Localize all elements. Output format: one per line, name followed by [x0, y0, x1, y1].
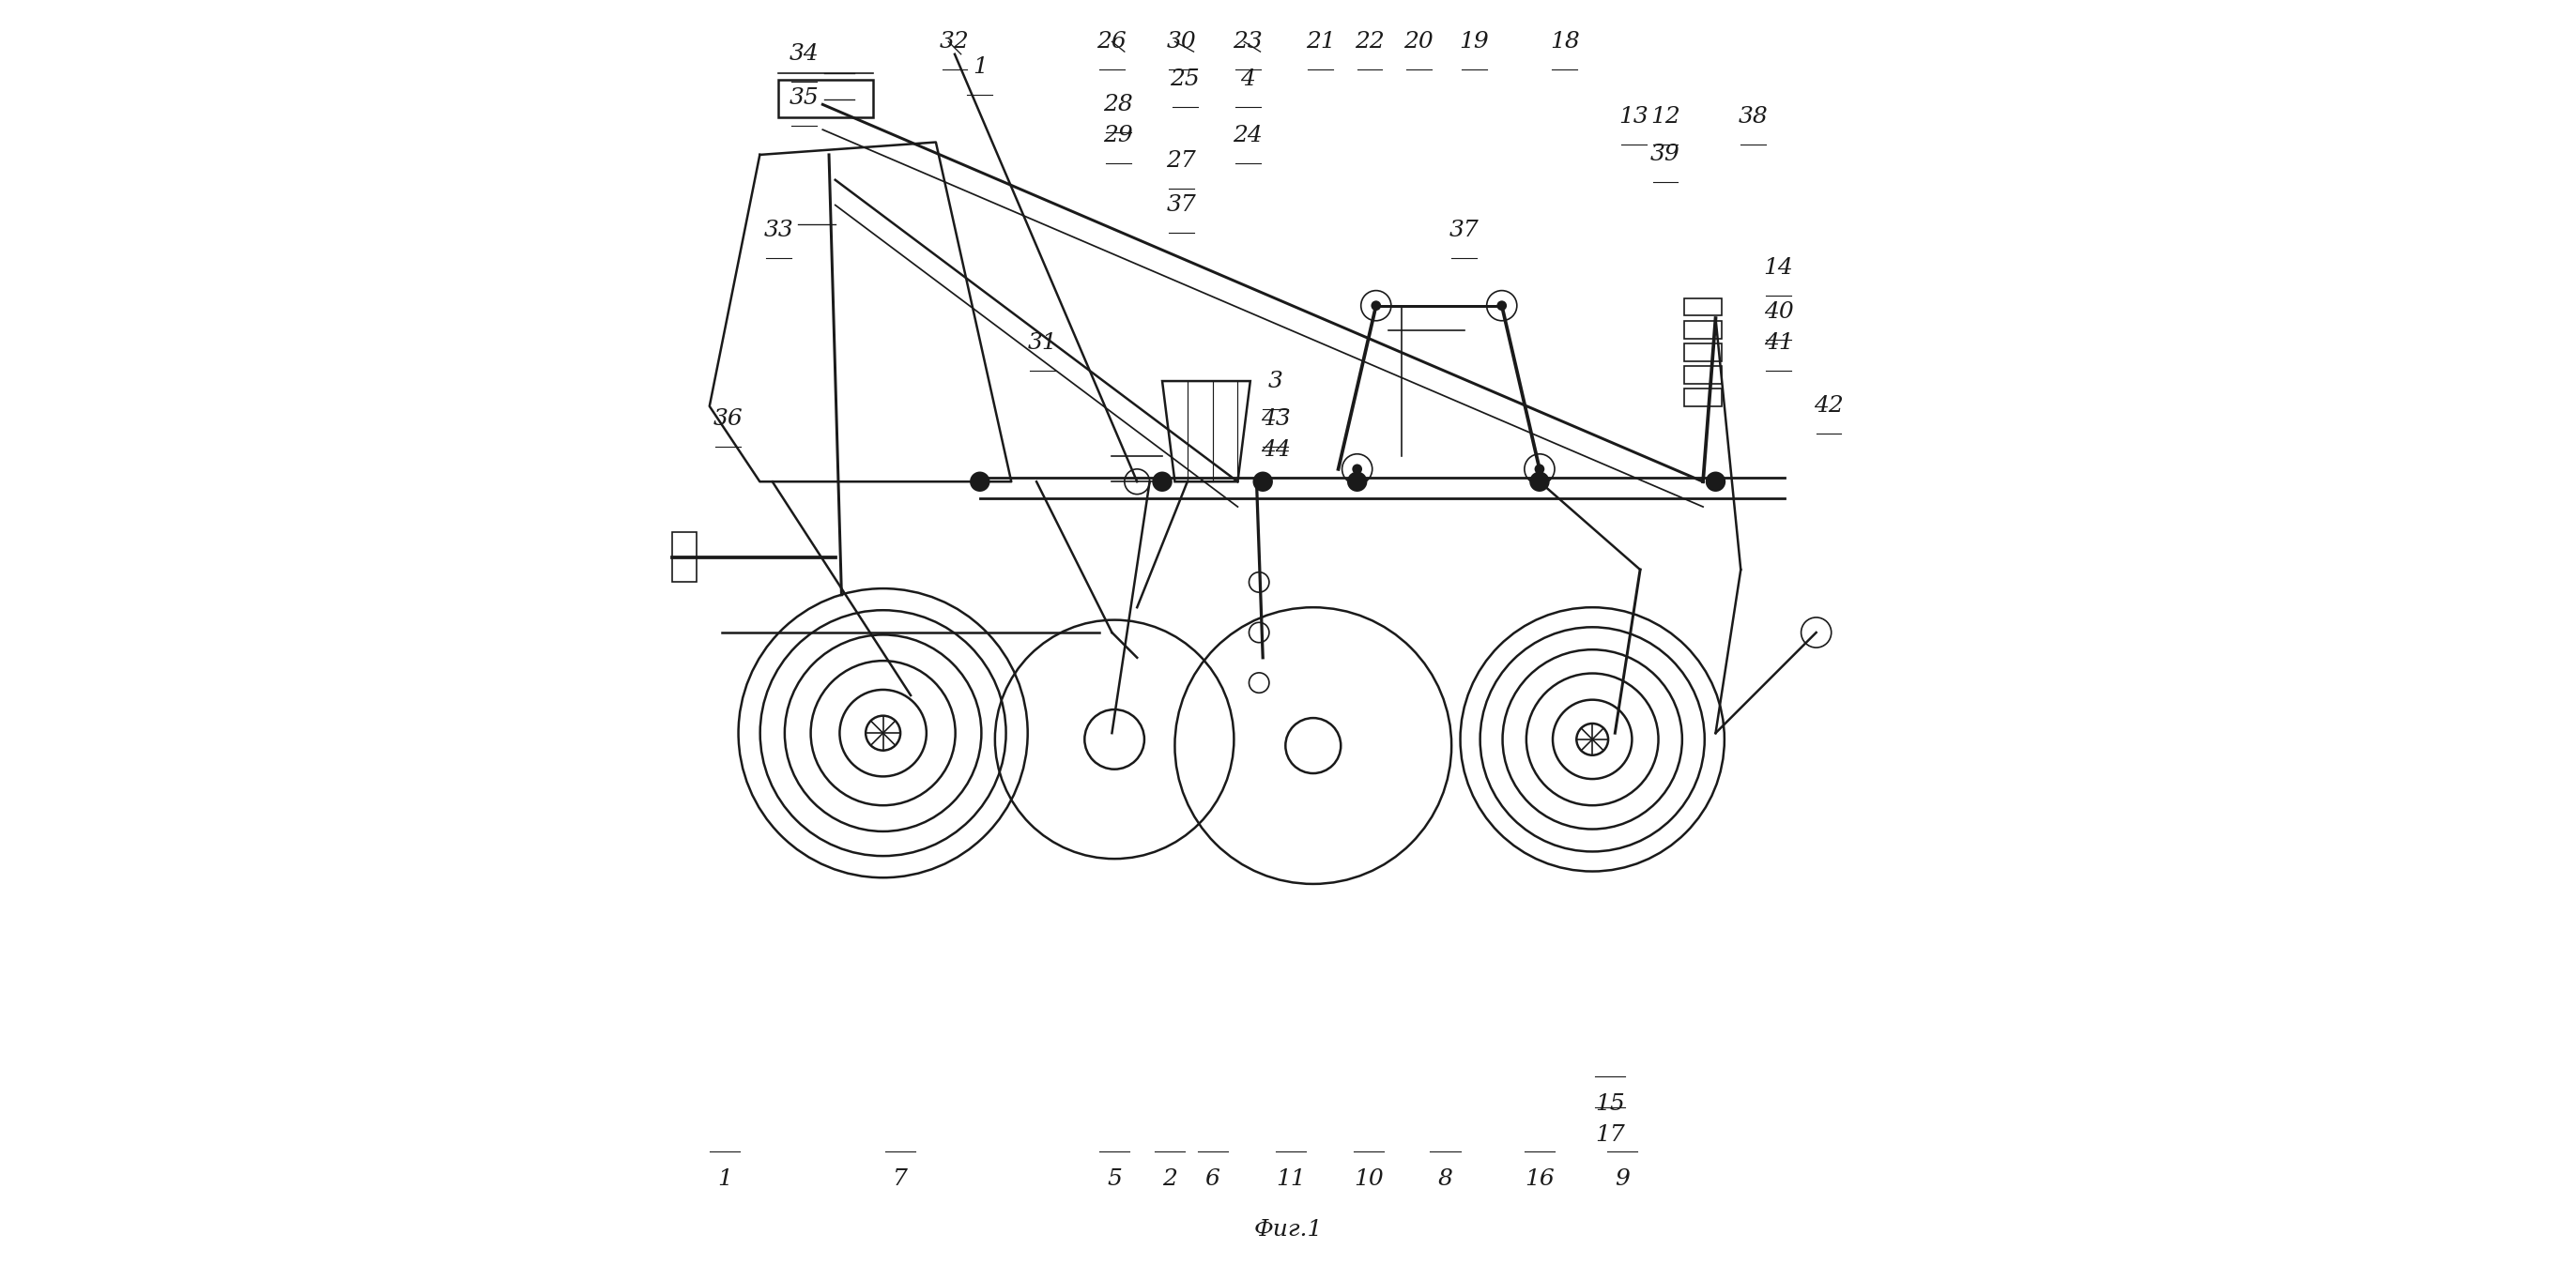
Text: 39: 39	[1651, 144, 1680, 166]
Text: 14: 14	[1765, 257, 1793, 278]
Text: 20: 20	[1404, 30, 1435, 52]
Text: 17: 17	[1595, 1125, 1625, 1146]
Text: 40: 40	[1765, 301, 1793, 323]
Text: 7: 7	[894, 1169, 909, 1190]
Text: 16: 16	[1525, 1169, 1553, 1190]
Circle shape	[1497, 301, 1507, 311]
Text: 15: 15	[1595, 1093, 1625, 1114]
Text: 34: 34	[788, 43, 819, 65]
Circle shape	[1370, 301, 1381, 311]
Text: 24: 24	[1234, 125, 1262, 147]
Text: 3: 3	[1267, 371, 1283, 392]
Text: 23: 23	[1234, 30, 1262, 52]
Text: 5: 5	[1108, 1169, 1123, 1190]
Circle shape	[1352, 464, 1363, 474]
Text: 6: 6	[1206, 1169, 1221, 1190]
Text: 36: 36	[714, 409, 744, 430]
Text: 29: 29	[1103, 125, 1133, 147]
Text: 41: 41	[1765, 333, 1793, 354]
Circle shape	[1535, 464, 1546, 474]
Text: 31: 31	[1028, 333, 1059, 354]
Circle shape	[1151, 472, 1172, 492]
Text: 32: 32	[940, 30, 969, 52]
Text: 33: 33	[762, 219, 793, 242]
Text: 25: 25	[1170, 68, 1200, 90]
Circle shape	[1705, 472, 1726, 492]
Text: 42: 42	[1814, 396, 1844, 417]
Text: 4: 4	[1239, 68, 1255, 90]
Text: 11: 11	[1275, 1169, 1306, 1190]
Text: 19: 19	[1458, 30, 1489, 52]
Circle shape	[1347, 472, 1368, 492]
Text: 8: 8	[1437, 1169, 1453, 1190]
Text: 13: 13	[1618, 106, 1649, 128]
Text: 1: 1	[716, 1169, 732, 1190]
Text: 18: 18	[1551, 30, 1579, 52]
Text: 27: 27	[1167, 151, 1195, 172]
Text: 1: 1	[971, 56, 987, 77]
Text: 12: 12	[1651, 106, 1680, 128]
Text: 26: 26	[1097, 30, 1126, 52]
Text: Фиг.1: Фиг.1	[1255, 1219, 1321, 1241]
Text: 10: 10	[1352, 1169, 1383, 1190]
Text: 30: 30	[1167, 30, 1195, 52]
Circle shape	[1530, 472, 1551, 492]
Text: 28: 28	[1103, 94, 1133, 115]
Circle shape	[969, 472, 989, 492]
Text: 21: 21	[1306, 30, 1334, 52]
Text: 9: 9	[1615, 1169, 1631, 1190]
Text: 37: 37	[1450, 219, 1479, 242]
Circle shape	[1252, 472, 1273, 492]
Text: 44: 44	[1260, 439, 1291, 460]
Text: 43: 43	[1260, 409, 1291, 430]
Text: 2: 2	[1162, 1169, 1177, 1190]
Text: 37: 37	[1167, 195, 1195, 216]
Text: 38: 38	[1739, 106, 1767, 128]
Text: 35: 35	[788, 87, 819, 109]
Text: 22: 22	[1355, 30, 1386, 52]
